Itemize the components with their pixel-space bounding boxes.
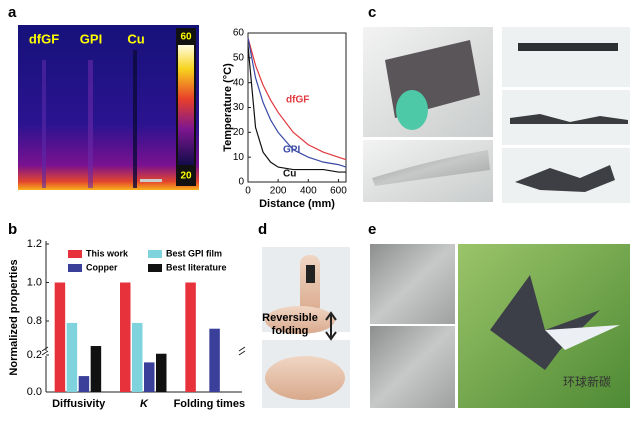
axis-break-mark [41, 346, 246, 356]
thermal-image [18, 25, 199, 190]
sample-label: GPI [80, 31, 102, 46]
paper-crane [490, 275, 600, 370]
y-tick-label: 0.8 [27, 315, 42, 327]
y-tick-label: 0.2 [27, 349, 42, 361]
bar [78, 376, 90, 392]
legend-label: Best literature [166, 262, 227, 272]
scale-bar [140, 179, 162, 182]
panel-label: d [258, 221, 267, 238]
data-line [247, 45, 346, 173]
streak [133, 50, 137, 188]
paper-crane [545, 325, 620, 350]
legend-swatch [68, 250, 82, 258]
bar [132, 322, 143, 392]
streak [88, 60, 93, 188]
legend-swatch [68, 264, 82, 272]
film-crumpled [515, 165, 615, 192]
finger [300, 255, 320, 315]
panel-label: b [8, 221, 17, 238]
plot-frame [247, 32, 347, 183]
y-tick-label: 20 [233, 127, 245, 138]
bar [144, 362, 155, 392]
y-tick-label: 1.0 [27, 276, 42, 288]
y-tick-label: 60 [233, 28, 245, 39]
data-line [247, 37, 347, 161]
sample-label: dfGF [29, 31, 59, 46]
folding-label: Reversible [262, 312, 318, 324]
film [306, 265, 315, 283]
bar [66, 322, 78, 392]
panel-label: a [8, 4, 17, 21]
x-tick-label: Diffusivity [52, 398, 106, 410]
series-label: GPI [283, 145, 300, 156]
glove [396, 90, 428, 130]
colorbar [178, 45, 194, 165]
panel-label: e [368, 221, 376, 238]
x-tick-label: 600 [330, 186, 347, 197]
legend-label: This work [86, 248, 129, 258]
series-label: dfGF [286, 95, 309, 106]
bar [54, 282, 66, 392]
y-tick-label: 0.0 [27, 386, 42, 398]
data-line [247, 37, 347, 168]
bar [209, 328, 220, 392]
film-tube [518, 43, 618, 51]
bar [90, 346, 102, 392]
film-roll [372, 150, 490, 186]
y-tick-label: 30 [233, 102, 245, 113]
bar [185, 282, 196, 392]
series-label: Cu [283, 169, 296, 180]
bar [120, 282, 131, 392]
photo [370, 244, 455, 324]
folding-label: folding [272, 325, 309, 337]
y-axis-label: Temperature (°C) [222, 63, 234, 152]
x-axis-label: Distance (mm) [259, 198, 335, 210]
y-axis-label: Normalized properties [8, 259, 20, 375]
x-tick-label: 200 [270, 186, 287, 197]
sample-label: Cu [127, 31, 144, 46]
film-crumpled [510, 114, 628, 124]
x-tick-label: 400 [300, 186, 317, 197]
colorbar-label: 60 [180, 32, 192, 43]
photo [370, 326, 455, 408]
arrow [325, 311, 337, 341]
y-tick-label: 50 [233, 52, 245, 63]
y-tick-label: 1.2 [27, 238, 42, 250]
y-tick-label: 40 [233, 77, 245, 88]
y-tick-label: 0 [238, 177, 244, 188]
panel-label: c [368, 4, 376, 21]
x-tick-label: Folding times [174, 398, 246, 410]
x-tick-label: K [140, 398, 149, 410]
streak [42, 60, 46, 188]
hand [265, 356, 345, 400]
watermark: 环球新碳 [563, 374, 611, 389]
bar [156, 353, 167, 392]
x-tick-label: 0 [245, 186, 251, 197]
y-tick-label: 10 [233, 152, 245, 163]
photo [458, 244, 630, 408]
colorbar-label: 20 [180, 171, 192, 182]
legend-swatch [148, 250, 162, 258]
legend-label: Copper [86, 262, 118, 272]
photo [502, 27, 630, 87]
legend-label: Best GPI film [166, 248, 222, 258]
legend-swatch [148, 264, 162, 272]
hand [265, 306, 335, 334]
axis-break [41, 351, 247, 356]
